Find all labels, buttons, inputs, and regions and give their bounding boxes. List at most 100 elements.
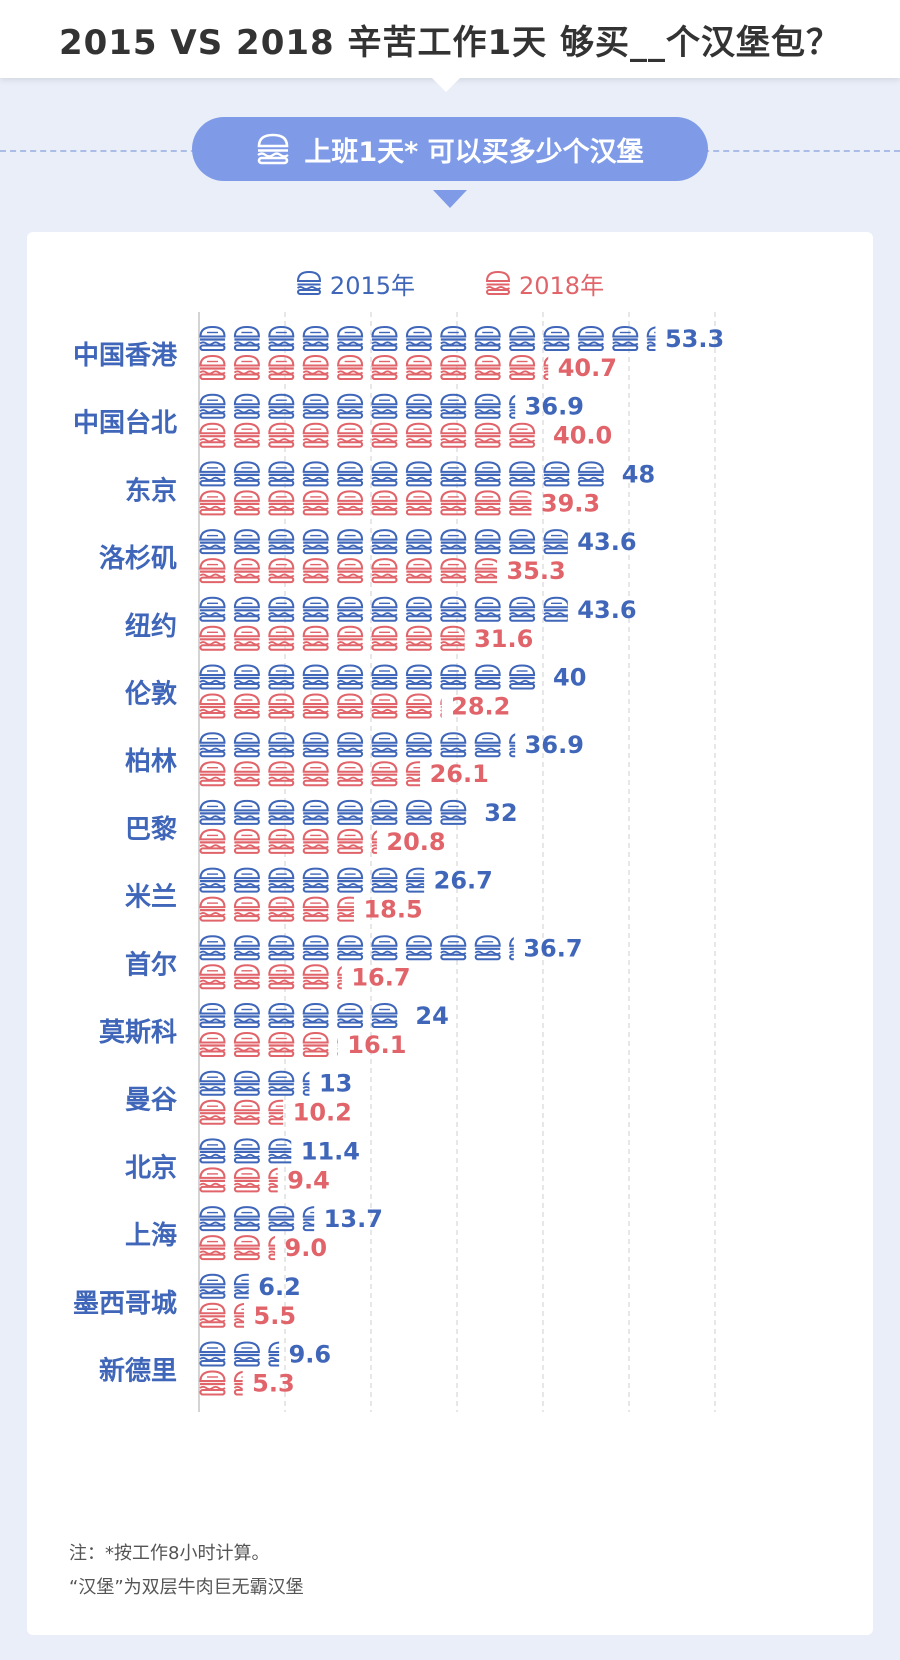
burger-icon bbox=[233, 354, 260, 380]
burger-icon bbox=[268, 896, 295, 922]
bar-2015 bbox=[199, 1341, 280, 1367]
burger-icon bbox=[337, 732, 364, 758]
burger-icon-partial bbox=[509, 937, 514, 961]
burger-icon bbox=[337, 354, 364, 380]
burger-icon-partial bbox=[543, 596, 568, 622]
burger-icon bbox=[474, 354, 501, 380]
burger-icon bbox=[268, 325, 295, 351]
bar-2015 bbox=[199, 461, 604, 487]
value-label: 16.1 bbox=[347, 1031, 406, 1059]
burger-icon bbox=[199, 761, 226, 787]
burger-icon bbox=[199, 1002, 226, 1028]
burger-icon bbox=[474, 664, 501, 690]
burger-icon bbox=[268, 828, 295, 854]
burger-icon bbox=[233, 596, 260, 622]
burger-icon-partial bbox=[233, 1273, 249, 1299]
burger-icon-partial bbox=[302, 1071, 310, 1096]
bar-2015 bbox=[199, 664, 536, 690]
burger-icon bbox=[233, 1206, 260, 1232]
burger-icon bbox=[577, 325, 604, 351]
bar-2018 bbox=[199, 354, 549, 380]
burger-icon bbox=[233, 1235, 260, 1261]
burger-icon bbox=[440, 422, 467, 448]
burger-icon bbox=[268, 964, 295, 990]
city-label: 北京 bbox=[125, 1152, 177, 1183]
burger-icon bbox=[268, 867, 295, 893]
burger-icon bbox=[199, 664, 226, 690]
burger-icon bbox=[302, 461, 329, 487]
burger-icon bbox=[199, 1273, 226, 1299]
burger-icon-partial bbox=[509, 733, 516, 758]
burger-icon bbox=[509, 529, 536, 555]
burger-icon bbox=[199, 529, 226, 555]
burger-icon-partial bbox=[440, 625, 465, 651]
burger-icon bbox=[233, 828, 260, 854]
burger-icon bbox=[268, 354, 295, 380]
burger-icon bbox=[302, 1002, 329, 1028]
city-label: 曼谷 bbox=[125, 1086, 178, 1116]
footnote-1: 注：*按工作8小时计算。 bbox=[69, 1543, 270, 1564]
burger-icon bbox=[337, 1002, 364, 1028]
burger-icon bbox=[268, 935, 295, 961]
burger-icon bbox=[337, 664, 364, 690]
burger-icon bbox=[233, 625, 260, 651]
burger-icon bbox=[199, 1206, 226, 1232]
value-label: 40 bbox=[553, 664, 586, 692]
burger-icon bbox=[199, 1070, 226, 1096]
burger-icon bbox=[371, 558, 398, 584]
burger-icon bbox=[268, 529, 295, 555]
city-label: 纽约 bbox=[125, 611, 177, 642]
burger-icon-partial bbox=[405, 867, 425, 893]
bar-2015 bbox=[199, 732, 516, 758]
burger-icon bbox=[302, 596, 329, 622]
city-label: 中国台北 bbox=[73, 408, 177, 439]
bar-2018 bbox=[199, 896, 354, 922]
burger-icon bbox=[440, 799, 467, 825]
burger-icon bbox=[474, 490, 501, 516]
value-label: 26.7 bbox=[434, 867, 493, 895]
burger-icon bbox=[199, 935, 226, 961]
burger-icon bbox=[233, 761, 260, 787]
value-label: 13.7 bbox=[324, 1205, 383, 1233]
burger-icon bbox=[440, 732, 467, 758]
bar-2015 bbox=[199, 596, 568, 622]
burger-icon bbox=[233, 732, 260, 758]
burger-icon bbox=[233, 490, 260, 516]
burger-icon bbox=[268, 625, 295, 651]
bar-2015 bbox=[199, 1002, 398, 1028]
value-label: 26.1 bbox=[430, 760, 489, 788]
value-label: 11.4 bbox=[301, 1137, 360, 1165]
burger-icon bbox=[268, 1070, 295, 1096]
burger-icon bbox=[509, 461, 536, 487]
bar-2018 bbox=[199, 828, 377, 854]
burger-icon bbox=[199, 461, 226, 487]
burger-icon bbox=[268, 732, 295, 758]
burger-icon bbox=[302, 693, 329, 719]
burger-icon bbox=[302, 935, 329, 961]
burger-icon bbox=[199, 354, 226, 380]
burger-chart: 中国香港53.340.7中国台北36.940.0东京4839.3洛杉矶43.63… bbox=[73, 312, 724, 1412]
burger-icon bbox=[199, 393, 226, 419]
value-label: 31.6 bbox=[474, 625, 533, 653]
value-label: 40.0 bbox=[553, 422, 612, 450]
burger-icon bbox=[405, 625, 432, 651]
bar-2018 bbox=[199, 1099, 284, 1125]
bar-2015 bbox=[199, 325, 656, 351]
burger-icon bbox=[371, 529, 398, 555]
burger-icon bbox=[405, 935, 432, 961]
burger-icon bbox=[199, 828, 226, 854]
value-label: 9.4 bbox=[287, 1166, 330, 1194]
burger-icon bbox=[371, 461, 398, 487]
value-label: 9.0 bbox=[285, 1234, 328, 1262]
bar-2018 bbox=[199, 490, 532, 516]
burger-icon bbox=[405, 799, 432, 825]
burger-icon bbox=[440, 490, 467, 516]
burger-icon bbox=[199, 558, 226, 584]
burger-icon bbox=[199, 732, 226, 758]
bar-2018 bbox=[199, 1031, 338, 1057]
burger-icon bbox=[199, 867, 226, 893]
value-label: 24 bbox=[415, 1002, 448, 1030]
burger-icon bbox=[268, 664, 295, 690]
city-label: 莫斯科 bbox=[99, 1018, 177, 1048]
burger-icon bbox=[337, 490, 364, 516]
